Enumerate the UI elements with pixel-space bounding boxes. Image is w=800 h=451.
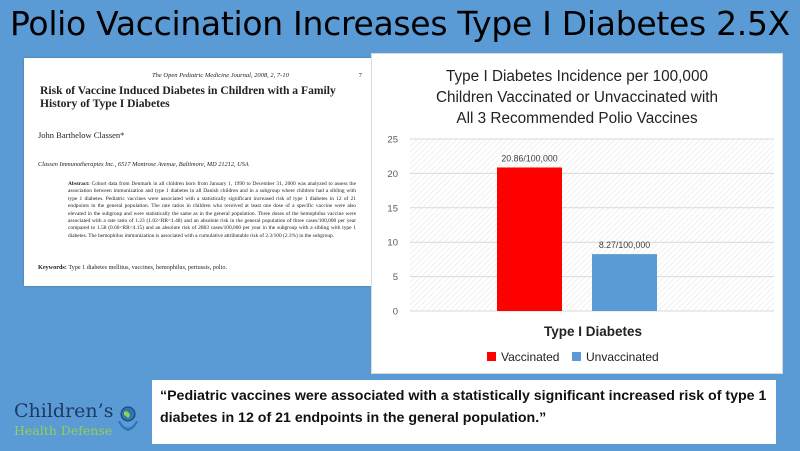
- chart-title-line: All 3 Recommended Polio Vaccines: [456, 110, 698, 127]
- chart-card: 0 5 10 15 20 25 20.86/100,000 8.27/100,000 Type …: [371, 53, 783, 374]
- paper-author: John Barthelow Classen*: [38, 130, 125, 140]
- y-tick-label: 10: [387, 238, 398, 249]
- legend-label: Unvaccinated: [586, 350, 659, 364]
- y-tick-label: 20: [387, 169, 398, 180]
- quote-text: “Pediatric vaccines were associated with…: [160, 388, 767, 426]
- legend-label: Vaccinated: [501, 350, 559, 364]
- y-tick-label: 15: [387, 203, 398, 214]
- data-label: 8.27/100,000: [599, 240, 650, 250]
- legend-swatch: [487, 352, 496, 361]
- y-tick-label: 5: [393, 272, 398, 283]
- chart-title-line: Type I Diabetes Incidence per 100,000: [446, 68, 708, 85]
- abstract-text: Cohort data from Denmark in all children…: [68, 181, 357, 239]
- journal-citation: The Open Pediatric Medicine Journal, 200…: [152, 72, 289, 79]
- paper-abstract: Abstract: Cohort data from Denmark in al…: [68, 181, 356, 240]
- data-label: 20.86/100,000: [501, 153, 557, 163]
- y-tick-label: 25: [387, 135, 398, 146]
- abstract-label: Abstract:: [68, 181, 90, 187]
- y-tick-label: 0: [393, 307, 398, 318]
- chart-title-line: Children Vaccinated or Unvaccinated with: [435, 89, 718, 106]
- bar-vaccinated: [497, 167, 562, 311]
- globe-hands-icon: [118, 406, 138, 431]
- keywords-label: Keywords:: [38, 264, 67, 271]
- logo-text-line1: Children’s: [14, 400, 114, 422]
- quote-box: “Pediatric vaccines were associated with…: [152, 380, 776, 444]
- x-axis-label: Type I Diabetes: [544, 324, 642, 339]
- logo-text-line2: Health Defense: [14, 423, 113, 438]
- chart-title: Type I Diabetes Incidence per 100,000 Ch…: [372, 66, 782, 129]
- paper-keywords: Keywords: Type 1 diabetes mellitus, vacc…: [38, 264, 368, 271]
- paper-excerpt: The Open Pediatric Medicine Journal, 200…: [24, 58, 380, 286]
- keywords-text: Type 1 diabetes mellitus, vaccines, hemo…: [68, 264, 228, 271]
- childrens-health-defense-logo: Children’s Health Defense: [6, 400, 146, 446]
- page-number: 7: [358, 72, 362, 79]
- bar-unvaccinated: [592, 254, 657, 311]
- slide-title: Polio Vaccination Increases Type I Diabe…: [10, 4, 790, 43]
- paper-affiliation: Classen Immunotherapies Inc., 6517 Montr…: [38, 161, 249, 168]
- paper-title: Risk of Vaccine Induced Diabetes in Chil…: [40, 84, 336, 110]
- bar-chart: 0 5 10 15 20 25 20.86/100,000 8.27/100,000 Type …: [387, 135, 774, 364]
- legend-swatch: [572, 352, 581, 361]
